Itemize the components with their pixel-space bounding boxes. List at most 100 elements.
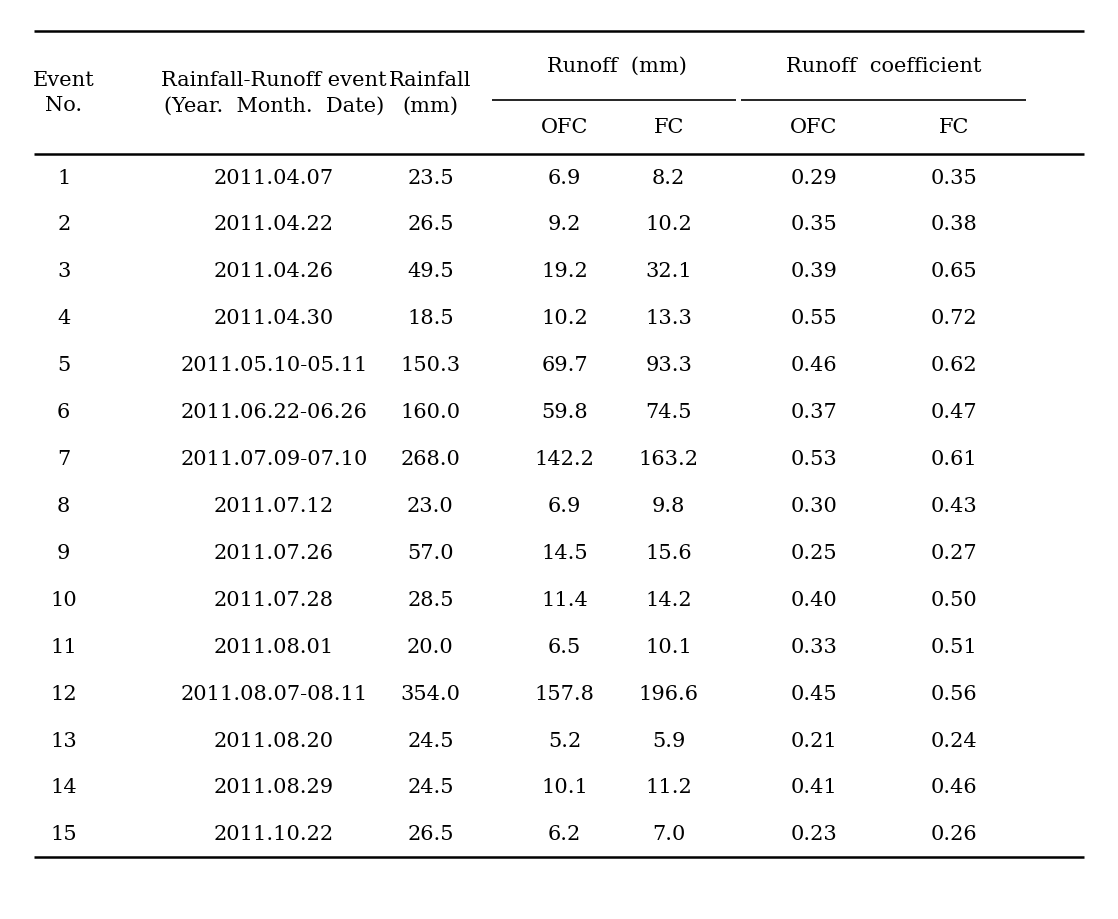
Text: Runoff  (mm): Runoff (mm) [547,57,686,76]
Text: 2011.05.10-05.11: 2011.05.10-05.11 [180,356,368,375]
Text: 2011.08.01: 2011.08.01 [214,637,334,656]
Text: 0.50: 0.50 [930,590,977,609]
Text: 13.3: 13.3 [645,309,692,328]
Text: 0.38: 0.38 [930,215,977,234]
Text: 2011.07.28: 2011.07.28 [214,590,334,609]
Text: Rainfall
(mm): Rainfall (mm) [389,72,472,115]
Text: 2011.04.22: 2011.04.22 [214,215,334,234]
Text: 11.2: 11.2 [645,777,692,797]
Text: 0.55: 0.55 [790,309,837,328]
Text: 1: 1 [57,168,70,187]
Text: 23.0: 23.0 [407,496,454,516]
Text: 0.23: 0.23 [790,824,837,844]
Text: 2: 2 [57,215,70,234]
Text: 13: 13 [50,731,77,750]
Text: 26.5: 26.5 [407,215,454,234]
Text: 0.27: 0.27 [930,543,977,562]
Text: 14.2: 14.2 [645,590,692,609]
Text: 15.6: 15.6 [645,543,692,562]
Text: 11: 11 [50,637,77,656]
Text: 0.46: 0.46 [790,356,837,375]
Text: FC: FC [653,119,684,137]
Text: 6.9: 6.9 [548,168,581,187]
Text: Runoff  coefficient: Runoff coefficient [786,57,982,76]
Text: 2011.04.26: 2011.04.26 [214,262,334,281]
Text: 10.1: 10.1 [541,777,588,797]
Text: 10.2: 10.2 [541,309,588,328]
Text: 0.29: 0.29 [790,168,837,187]
Text: 14: 14 [50,777,77,797]
Text: 14.5: 14.5 [541,543,588,562]
Text: 2011.07.12: 2011.07.12 [214,496,334,516]
Text: 354.0: 354.0 [400,684,461,703]
Text: OFC: OFC [790,119,837,137]
Text: 0.56: 0.56 [930,684,977,703]
Text: 7.0: 7.0 [652,824,685,844]
Text: 18.5: 18.5 [407,309,454,328]
Text: 0.45: 0.45 [790,684,837,703]
Text: 150.3: 150.3 [400,356,461,375]
Text: 23.5: 23.5 [407,168,454,187]
Text: 2011.04.30: 2011.04.30 [214,309,334,328]
Text: 20.0: 20.0 [407,637,454,656]
Text: 26.5: 26.5 [407,824,454,844]
Text: 49.5: 49.5 [407,262,454,281]
Text: 0.39: 0.39 [790,262,837,281]
Text: 7: 7 [57,449,70,469]
Text: 6: 6 [57,403,70,422]
Text: FC: FC [938,119,969,137]
Text: 0.41: 0.41 [790,777,837,797]
Text: OFC: OFC [541,119,588,137]
Text: 6.5: 6.5 [548,637,581,656]
Text: 3: 3 [57,262,70,281]
Text: 2011.08.07-08.11: 2011.08.07-08.11 [180,684,368,703]
Text: 196.6: 196.6 [638,684,699,703]
Text: 0.61: 0.61 [930,449,977,469]
Text: 57.0: 57.0 [407,543,454,562]
Text: 0.35: 0.35 [930,168,977,187]
Text: 268.0: 268.0 [400,449,461,469]
Text: 9: 9 [57,543,70,562]
Text: 0.53: 0.53 [790,449,837,469]
Text: 6.9: 6.9 [548,496,581,516]
Text: 5.9: 5.9 [652,731,685,750]
Text: 0.30: 0.30 [790,496,837,516]
Text: 157.8: 157.8 [534,684,595,703]
Text: 163.2: 163.2 [638,449,699,469]
Text: 69.7: 69.7 [541,356,588,375]
Text: 24.5: 24.5 [407,731,454,750]
Text: 0.72: 0.72 [930,309,977,328]
Text: 0.21: 0.21 [790,731,837,750]
Text: 2011.07.09-07.10: 2011.07.09-07.10 [180,449,368,469]
Text: 2011.10.22: 2011.10.22 [214,824,334,844]
Text: 0.33: 0.33 [790,637,837,656]
Text: 10: 10 [50,590,77,609]
Text: 15: 15 [50,824,77,844]
Text: 10.2: 10.2 [645,215,692,234]
Text: 32.1: 32.1 [645,262,692,281]
Text: 5.2: 5.2 [548,731,581,750]
Text: 0.47: 0.47 [930,403,977,422]
Text: 0.37: 0.37 [790,403,837,422]
Text: 0.65: 0.65 [930,262,977,281]
Text: 0.24: 0.24 [930,731,977,750]
Text: 4: 4 [57,309,70,328]
Text: 0.25: 0.25 [790,543,837,562]
Text: 12: 12 [50,684,77,703]
Text: 74.5: 74.5 [645,403,692,422]
Text: 0.51: 0.51 [930,637,977,656]
Text: 142.2: 142.2 [534,449,595,469]
Text: 59.8: 59.8 [541,403,588,422]
Text: 0.35: 0.35 [790,215,837,234]
Text: 24.5: 24.5 [407,777,454,797]
Text: 2011.04.07: 2011.04.07 [214,168,334,187]
Text: 2011.06.22-06.26: 2011.06.22-06.26 [180,403,368,422]
Text: 9.2: 9.2 [548,215,581,234]
Text: 0.26: 0.26 [930,824,977,844]
Text: 2011.08.29: 2011.08.29 [214,777,334,797]
Text: 2011.07.26: 2011.07.26 [214,543,334,562]
Text: 0.40: 0.40 [790,590,837,609]
Text: 5: 5 [57,356,70,375]
Text: 0.46: 0.46 [930,777,977,797]
Text: 28.5: 28.5 [407,590,454,609]
